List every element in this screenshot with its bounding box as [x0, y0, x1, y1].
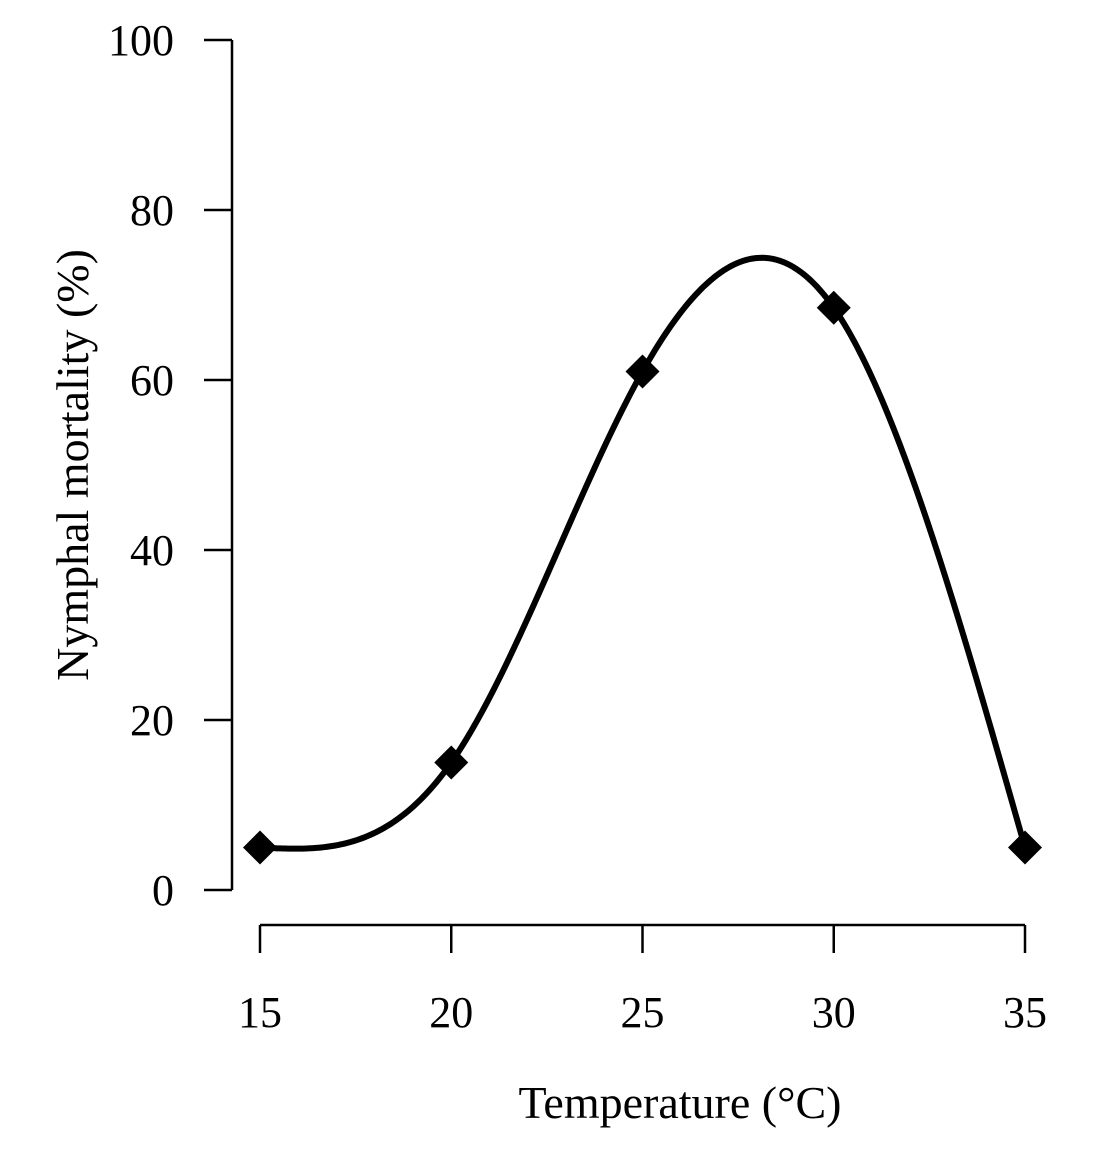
data-point-20 — [434, 745, 469, 780]
x-tick-label: 30 — [812, 988, 856, 1037]
x-axis-title: Temperature (°C) — [519, 1077, 842, 1128]
x-axis: 15 20 25 30 35 — [238, 923, 1047, 1037]
y-tick-label: 20 — [130, 696, 174, 745]
y-axis-title: Nymphal mortality (%) — [47, 249, 98, 681]
data-point-35 — [1008, 830, 1042, 865]
y-tick-label: 100 — [108, 16, 174, 65]
data-point-30 — [816, 290, 851, 325]
data-point-15 — [243, 830, 277, 865]
data-points — [243, 290, 1042, 865]
y-tick-label: 80 — [130, 186, 174, 235]
x-tick-label: 35 — [1003, 988, 1047, 1037]
y-tick-label: 60 — [130, 356, 174, 405]
x-tick-label: 20 — [429, 988, 473, 1037]
x-tick-label: 25 — [621, 988, 665, 1037]
x-tick-label: 15 — [238, 988, 282, 1037]
fitted-curve — [257, 254, 1028, 852]
y-tick-label: 0 — [152, 866, 174, 915]
y-tick-label: 40 — [130, 526, 174, 575]
data-point-25 — [625, 354, 660, 389]
y-axis: 0 20 40 60 80 100 — [108, 16, 234, 915]
